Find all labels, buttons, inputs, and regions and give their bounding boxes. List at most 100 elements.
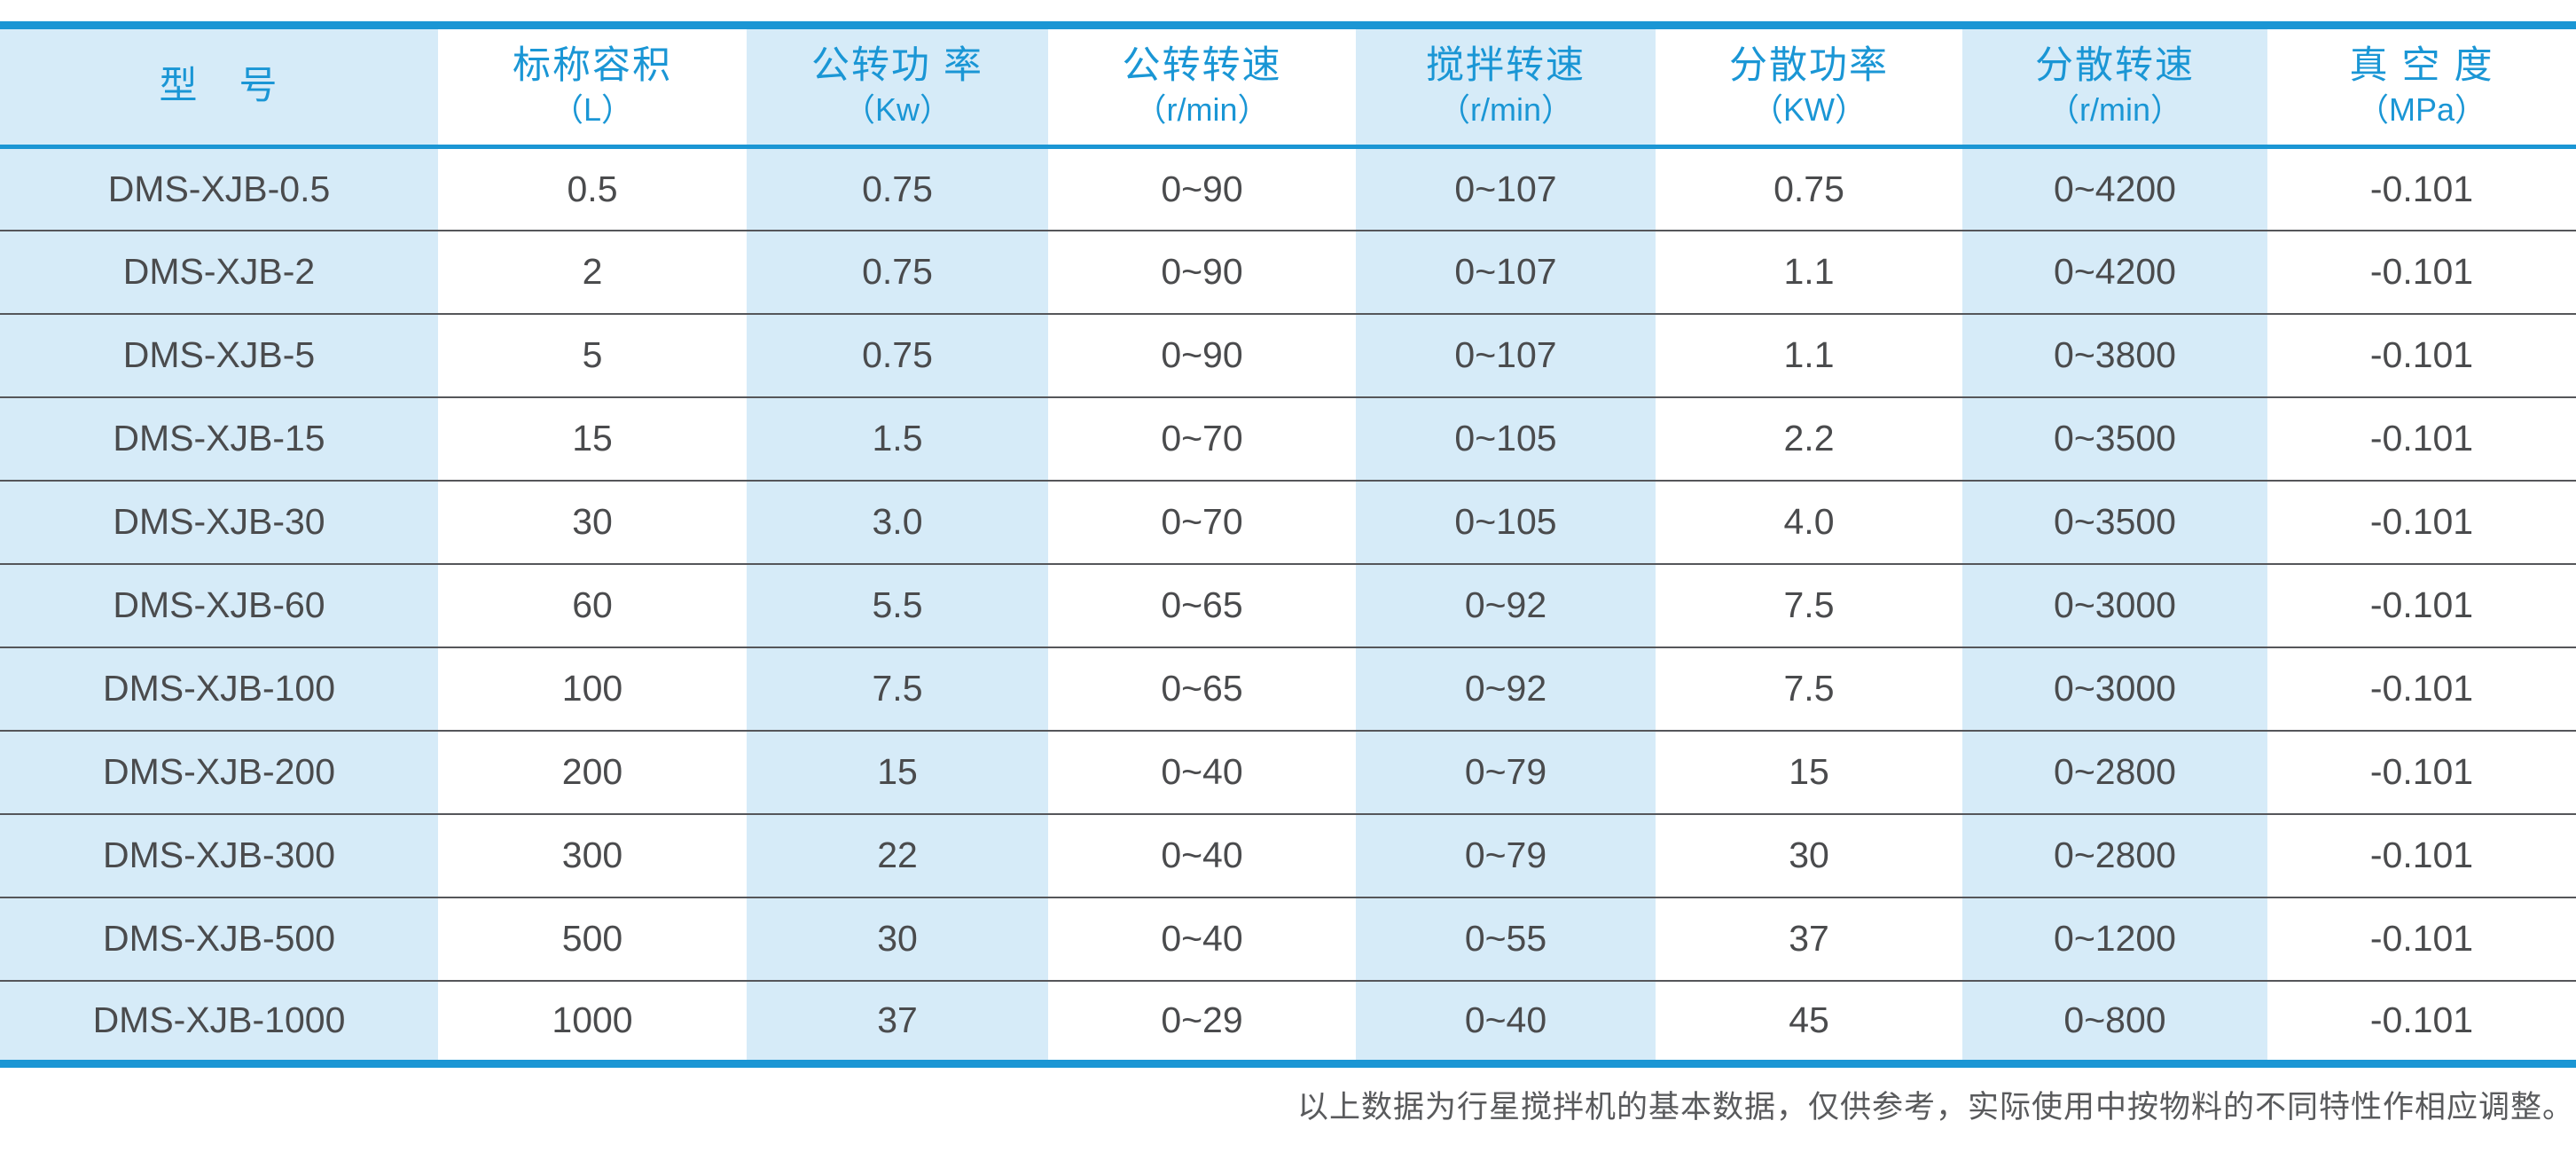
value-cell: 45: [1789, 999, 1829, 1041]
spec-table-body: DMS-XJB-0.5 0.5 0.75 0~90 0~107 0.75 0~4200 -0.…: [0, 147, 2576, 1064]
value-cell: 0.75: [1773, 168, 1844, 209]
value-cell: 0~79: [1464, 751, 1547, 792]
model-cell: DMS-XJB-60: [113, 584, 325, 625]
value-cell: -0.101: [2369, 835, 2474, 875]
value-cell: 22: [877, 835, 918, 875]
value-cell: 0~29: [1161, 999, 1243, 1041]
value-cell: 5.5: [872, 584, 923, 625]
value-cell: 300: [561, 835, 623, 875]
table-row: DMS-XJB-5 5 0.75 0~90 0~107 1.1 0~3800 -0.101: [0, 313, 2576, 397]
model-cell: DMS-XJB-100: [102, 668, 335, 709]
header-row: 型 号 标称容积 （L） 公转功 率 （Kw） 公转转速 （r/min） 搅拌转…: [0, 26, 2576, 147]
table-row: DMS-XJB-2 2 0.75 0~90 0~107 1.1 0~4200 -0.101: [0, 230, 2576, 314]
value-cell: 1.1: [1783, 251, 1835, 292]
table-row: DMS-XJB-100 100 7.5 0~65 0~92 7.5 0~3000 -0.101: [0, 647, 2576, 731]
header-unit: （Kw）: [842, 91, 951, 129]
value-cell: 0~40: [1161, 918, 1243, 959]
value-cell: 0~3000: [2054, 668, 2176, 709]
value-cell: 0~800: [2063, 999, 2166, 1041]
value-cell: 0~107: [1454, 334, 1557, 375]
value-cell: 30: [1789, 835, 1829, 875]
value-cell: -0.101: [2369, 251, 2474, 292]
value-cell: 0.75: [862, 251, 933, 292]
value-cell: 1.5: [872, 418, 923, 458]
value-cell: 200: [561, 751, 623, 792]
table-row: DMS-XJB-200 200 15 0~40 0~79 15 0~2800 -0.101: [0, 730, 2576, 814]
header-title: 搅拌转速: [1426, 43, 1586, 87]
header-title: 分散转速: [2035, 43, 2195, 87]
model-cell: DMS-XJB-0.5: [107, 168, 331, 209]
value-cell: 100: [561, 668, 623, 709]
value-cell: 0~1200: [2054, 918, 2176, 959]
value-cell: 0~2800: [2054, 835, 2176, 875]
value-cell: 4.0: [1783, 501, 1835, 542]
value-cell: -0.101: [2369, 999, 2474, 1041]
value-cell: 0~4200: [2054, 251, 2176, 292]
value-cell: 0~105: [1454, 501, 1557, 542]
table-row: DMS-XJB-1000 1000 37 0~29 0~40 45 0~800 -0.101: [0, 980, 2576, 1064]
value-cell: 0.75: [862, 168, 933, 209]
value-cell: 15: [877, 751, 918, 792]
value-cell: 0~4200: [2054, 168, 2176, 209]
value-cell: -0.101: [2369, 418, 2474, 458]
value-cell: 0~92: [1464, 584, 1547, 625]
header-unit: （L）: [551, 91, 634, 129]
header-nominal-volume: 标称容积 （L）: [438, 26, 747, 147]
table-header: 型 号 标称容积 （L） 公转功 率 （Kw） 公转转速 （r/min） 搅拌转…: [0, 26, 2576, 147]
header-title: 标称容积: [513, 43, 672, 87]
header-vacuum-degree: 真 空 度 （MPa）: [2267, 26, 2576, 147]
value-cell: 60: [572, 584, 613, 625]
value-cell: 3.0: [872, 501, 923, 542]
model-cell: DMS-XJB-2: [122, 251, 316, 292]
header-title: 公转功 率: [811, 43, 983, 87]
value-cell: 30: [877, 918, 918, 959]
value-cell: 0.75: [862, 334, 933, 375]
value-cell: 7.5: [1783, 584, 1835, 625]
value-cell: 0.5: [567, 168, 618, 209]
table-row: DMS-XJB-15 15 1.5 0~70 0~105 2.2 0~3500 -0.101: [0, 396, 2576, 481]
model-cell: DMS-XJB-5: [122, 334, 316, 375]
model-cell: DMS-XJB-30: [113, 501, 325, 542]
value-cell: 0~107: [1454, 168, 1557, 209]
value-cell: 2: [582, 251, 603, 292]
value-cell: 30: [572, 501, 613, 542]
value-cell: 0~107: [1454, 251, 1557, 292]
value-cell: -0.101: [2369, 501, 2474, 542]
value-cell: 1.1: [1783, 334, 1835, 375]
value-cell: 2.2: [1783, 418, 1835, 458]
header-title: 真 空 度: [2349, 43, 2494, 87]
model-cell: DMS-XJB-1000: [92, 999, 346, 1041]
header-unit: （KW）: [1751, 91, 1867, 129]
value-cell: 0~3000: [2054, 584, 2176, 625]
table-row: DMS-XJB-500 500 30 0~40 0~55 37 0~1200 -0.101: [0, 897, 2576, 981]
value-cell: 500: [561, 918, 623, 959]
value-cell: 0~40: [1161, 751, 1243, 792]
value-cell: 0~70: [1161, 418, 1243, 458]
value-cell: 15: [1789, 751, 1829, 792]
header-revolution-speed: 公转转速 （r/min）: [1048, 26, 1356, 147]
value-cell: -0.101: [2369, 918, 2474, 959]
value-cell: -0.101: [2369, 668, 2474, 709]
value-cell: 0~3500: [2054, 418, 2176, 458]
value-cell: 0~65: [1161, 668, 1243, 709]
value-cell: 5: [582, 334, 603, 375]
value-cell: -0.101: [2369, 751, 2474, 792]
header-title: 公转转速: [1122, 43, 1282, 87]
value-cell: 0~40: [1464, 999, 1547, 1041]
value-cell: 0~90: [1161, 251, 1243, 292]
value-cell: 0~90: [1161, 334, 1243, 375]
model-cell: DMS-XJB-300: [102, 835, 335, 875]
value-cell: 15: [572, 418, 613, 458]
table-row: DMS-XJB-0.5 0.5 0.75 0~90 0~107 0.75 0~4200 -0.…: [0, 147, 2576, 231]
header-unit: （r/min）: [1134, 91, 1270, 129]
header-revolution-power: 公转功 率 （Kw）: [747, 26, 1048, 147]
table-row: DMS-XJB-60 60 5.5 0~65 0~92 7.5 0~3000 -0.101: [0, 563, 2576, 647]
value-cell: 0~65: [1161, 584, 1243, 625]
value-cell: 0~3500: [2054, 501, 2176, 542]
model-cell: DMS-XJB-200: [102, 751, 335, 792]
header-dispersing-speed: 分散转速 （r/min）: [1962, 26, 2267, 147]
value-cell: 7.5: [872, 668, 923, 709]
header-model: 型 号: [0, 26, 438, 147]
header-title: 分散功率: [1729, 43, 1889, 87]
footer-note: 以上数据为行星搅拌机的基本数据，仅供参考，实际使用中按物料的不同特性作相应调整。: [1296, 1090, 2574, 1125]
